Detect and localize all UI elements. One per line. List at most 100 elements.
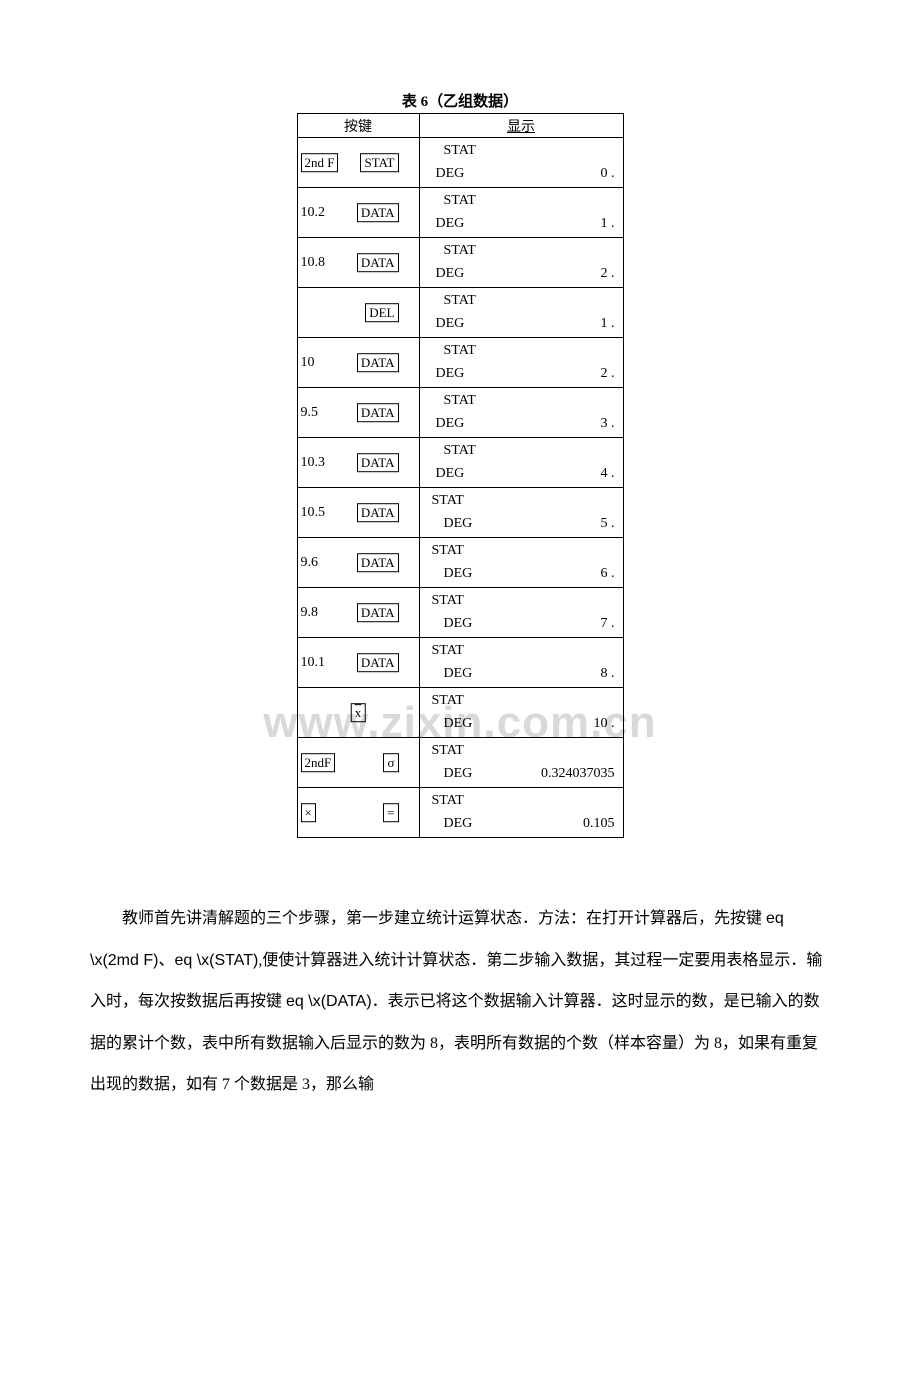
key-value: 10.5 — [301, 505, 326, 521]
table-row: 10.5 DATA STAT DEG 5 . — [297, 488, 623, 538]
table-container: 表 6（乙组数据） 按键 显示 2nd F STAT STAT DEG 0 . 10.2 D… — [0, 90, 920, 838]
key-cell: x — [297, 688, 419, 738]
display-stat: STAT — [432, 543, 464, 559]
display-cell: STAT DEG 0.105 — [419, 788, 623, 838]
display-stat: STAT — [444, 293, 476, 309]
display-stat: STAT — [444, 343, 476, 359]
key-box: DEL — [365, 303, 398, 323]
key-value: 10 — [301, 355, 315, 371]
key-box: = — [383, 803, 398, 823]
display-value: 8 . — [601, 666, 615, 682]
display-stat: STAT — [432, 593, 464, 609]
display-value: 7 . — [601, 616, 615, 632]
display-stat: STAT — [444, 143, 476, 159]
display-deg: DEG — [436, 316, 465, 332]
display-value: 2 . — [601, 266, 615, 282]
display-deg: DEG — [444, 816, 473, 832]
display-deg: DEG — [444, 766, 473, 782]
key-box: DATA — [357, 453, 399, 473]
key-box: σ — [383, 753, 398, 773]
key-cell: 10.2 DATA — [297, 188, 419, 238]
display-stat: STAT — [444, 443, 476, 459]
display-cell: STAT DEG 3 . — [419, 388, 623, 438]
table-row: 10.8DATA STAT DEG 2 . — [297, 238, 623, 288]
key-value: 10.2 — [301, 205, 326, 221]
key-box: x — [351, 703, 366, 723]
display-stat: STAT — [432, 643, 464, 659]
display-value: 3 . — [601, 416, 615, 432]
key-cell: 9.6DATA — [297, 538, 419, 588]
display-deg: DEG — [436, 266, 465, 282]
key-value: 9.8 — [301, 605, 319, 621]
key-cell: 10.8DATA — [297, 238, 419, 288]
display-deg: DEG — [444, 666, 473, 682]
key-cell: 10.1 DATA — [297, 638, 419, 688]
para-text: 教师首先讲清解题的三个步骤，第一步建立统计运算状态．方法：在打开计算器后，先按键 — [122, 910, 766, 927]
header-key: 按键 — [297, 114, 419, 138]
key-cell: DEL — [297, 288, 419, 338]
display-deg: DEG — [436, 166, 465, 182]
key-cell: 10.5 DATA — [297, 488, 419, 538]
key-value: 10.3 — [301, 455, 326, 471]
para-eq3: eq \x(DATA) — [286, 993, 372, 1010]
key-cell: ×= — [297, 788, 419, 838]
display-cell: STATDEG10 . — [419, 688, 623, 738]
calculator-table: 按键 显示 2nd FSTATSTATDEG0 .10.2DATASTATDEG… — [297, 113, 624, 838]
key-box: 2nd F — [301, 153, 339, 173]
display-cell: STAT DEG 7 . — [419, 588, 623, 638]
display-cell: STATDEG0.324037035 — [419, 738, 623, 788]
display-stat: STAT — [444, 193, 476, 209]
table-row: x STATDEG10 . — [297, 688, 623, 738]
key-box: × — [301, 803, 316, 823]
table-row: 10.2DATASTATDEG1 . — [297, 188, 623, 238]
display-stat: STAT — [432, 493, 464, 509]
para-eq2: eq \x(STAT) — [174, 952, 258, 969]
table-row: 10.1 DATA STAT DEG 8 . — [297, 638, 623, 688]
para-text: 、 — [158, 952, 174, 969]
display-value: 1 . — [601, 316, 615, 332]
display-deg: DEG — [436, 366, 465, 382]
key-cell: 2ndF σ — [297, 738, 419, 788]
display-deg: DEG — [444, 616, 473, 632]
display-value: 2 . — [601, 366, 615, 382]
key-value: 9.5 — [301, 405, 319, 421]
display-deg: DEG — [444, 516, 473, 532]
display-value: 4 . — [601, 466, 615, 482]
key-box: DATA — [357, 203, 399, 223]
table-row: 9.5DATASTATDEG3 . — [297, 388, 623, 438]
display-cell: STAT DEG 1 . — [419, 288, 623, 338]
display-deg: DEG — [436, 466, 465, 482]
table-row: 9.8DATA STAT DEG 7 . — [297, 588, 623, 638]
key-box: STAT — [360, 153, 398, 173]
key-value: 9.6 — [301, 555, 319, 571]
key-box: DATA — [357, 503, 399, 523]
key-box: DATA — [357, 653, 399, 673]
display-stat: STAT — [444, 243, 476, 259]
display-cell: STAT DEG 4 . — [419, 438, 623, 488]
table-row: 10.3 DATA STAT DEG 4 . — [297, 438, 623, 488]
display-value: 6 . — [601, 566, 615, 582]
table-row: 9.6DATA STAT DEG 6 . — [297, 538, 623, 588]
key-cell: 10DATA — [297, 338, 419, 388]
table-row: ×=STATDEG0.105 — [297, 788, 623, 838]
display-cell: STAT DEG 2 . — [419, 238, 623, 288]
display-cell: STAT DEG 5 . — [419, 488, 623, 538]
header-display: 显示 — [419, 114, 623, 138]
display-value: 0.105 — [583, 816, 615, 832]
key-box: 2ndF — [301, 753, 336, 773]
display-stat: STAT — [432, 693, 464, 709]
display-deg: DEG — [444, 566, 473, 582]
key-value: 10.1 — [301, 655, 326, 671]
display-value: 5 . — [601, 516, 615, 532]
table-row: DEL STAT DEG 1 . — [297, 288, 623, 338]
display-value: 1 . — [601, 216, 615, 232]
display-value: 0 . — [601, 166, 615, 182]
key-cell: 2nd F STAT — [297, 138, 419, 188]
table-title: 表 6（乙组数据） — [0, 90, 920, 111]
key-cell: 10.3 DATA — [297, 438, 419, 488]
display-cell: STAT DEG 8 . — [419, 638, 623, 688]
display-deg: DEG — [436, 416, 465, 432]
display-stat: STAT — [432, 793, 464, 809]
display-stat: STAT — [444, 393, 476, 409]
key-cell: 9.8DATA — [297, 588, 419, 638]
